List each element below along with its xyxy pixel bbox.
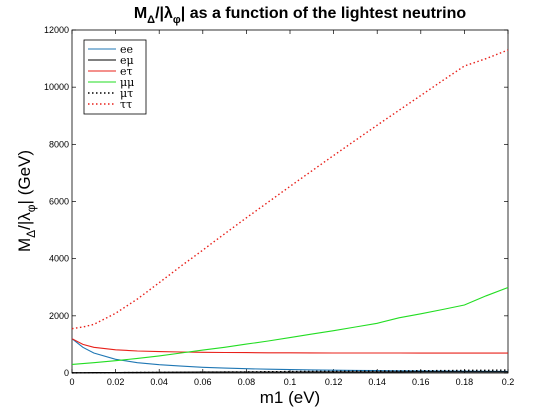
y-axis-label: MΔ/|λφ| (GeV) bbox=[15, 150, 38, 252]
y-tick-label: 12000 bbox=[44, 25, 69, 35]
y-tick-label: 8000 bbox=[49, 139, 69, 149]
x-tick-label: 0.02 bbox=[107, 377, 125, 387]
series-line-ττ bbox=[71, 49, 509, 330]
x-tick-label: 0.08 bbox=[238, 377, 256, 387]
chart-title: MΔ/|λφ| as a function of the lightest ne… bbox=[134, 5, 467, 26]
y-tick-label: 6000 bbox=[49, 197, 69, 207]
y-tick-label: 0 bbox=[64, 368, 69, 378]
x-tick-label: 0 bbox=[69, 377, 74, 387]
series-line-ee bbox=[71, 338, 509, 372]
y-tick-label: 4000 bbox=[49, 254, 69, 264]
legend-label: μμ bbox=[120, 76, 134, 89]
legend-label: eμ bbox=[120, 54, 134, 67]
x-tick-label: 0.12 bbox=[325, 377, 343, 387]
legend-label: μτ bbox=[120, 87, 133, 100]
legend-label: ee bbox=[120, 43, 133, 56]
x-axis-label: m1 (eV) bbox=[260, 388, 320, 407]
x-tick-label: 0.18 bbox=[456, 377, 474, 387]
x-tick-label: 0.14 bbox=[368, 377, 386, 387]
legend-box bbox=[83, 39, 147, 115]
y-tick-label: 10000 bbox=[44, 82, 69, 92]
x-tick-label: 0.04 bbox=[150, 377, 168, 387]
legend-label: ττ bbox=[120, 98, 132, 111]
series-lines bbox=[71, 49, 509, 374]
x-tick-label: 0.1 bbox=[284, 377, 297, 387]
series-line-eμ bbox=[72, 371, 508, 374]
y-tick-label: 2000 bbox=[49, 311, 69, 321]
series-line-μμ bbox=[71, 286, 509, 365]
x-tick-label: 0.2 bbox=[502, 377, 515, 387]
series-line-eτ bbox=[71, 338, 508, 354]
x-tick-label: 0.06 bbox=[194, 377, 212, 387]
x-tick-label: 0.16 bbox=[412, 377, 430, 387]
legend-label: eτ bbox=[120, 65, 133, 78]
